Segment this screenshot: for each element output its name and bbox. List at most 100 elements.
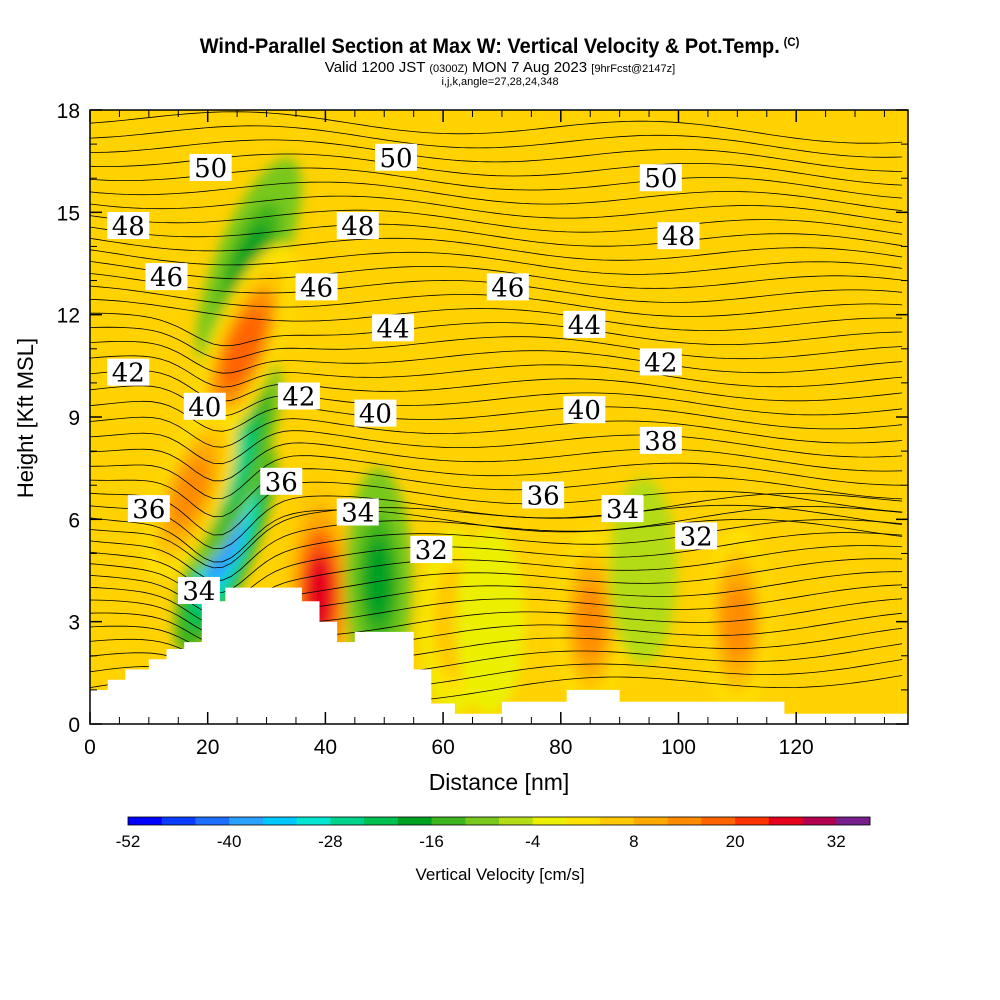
isentrope-line bbox=[90, 261, 903, 289]
x-tick-label: 0 bbox=[84, 736, 96, 759]
isentrope-line bbox=[90, 400, 903, 432]
contour-label: 36 bbox=[260, 467, 303, 498]
isentrope-line bbox=[90, 341, 903, 374]
contour-label: 48 bbox=[336, 211, 379, 242]
isentrope-line bbox=[90, 468, 903, 518]
contour-label: 36 bbox=[127, 495, 170, 525]
contour-label-text: 34 bbox=[606, 495, 639, 525]
colorbar-swatch bbox=[296, 817, 331, 825]
colorbar: -52 -40 -28 -16 -4 8 20 32 bbox=[116, 816, 871, 851]
contour-label: 46 bbox=[145, 263, 188, 293]
contour-label-box bbox=[639, 426, 682, 454]
contour-label-text: 34 bbox=[182, 577, 215, 607]
colorbar-swatch bbox=[768, 817, 804, 825]
isentrope-line bbox=[90, 355, 903, 388]
contour-label: 50 bbox=[639, 164, 682, 194]
contour-label: 50 bbox=[189, 153, 232, 184]
x-tick-label: 40 bbox=[314, 736, 337, 759]
colorbar-swatch bbox=[195, 817, 230, 825]
isentrope-line bbox=[90, 481, 903, 536]
contour-label-box bbox=[657, 222, 700, 250]
contour-label-box bbox=[295, 273, 338, 301]
velocity-cell bbox=[363, 538, 393, 623]
contour-label: 34 bbox=[336, 498, 379, 529]
contour-label-text: 42 bbox=[282, 383, 315, 413]
contour-label: 44 bbox=[563, 310, 606, 341]
isentrope-line bbox=[90, 223, 903, 247]
contour-label-box bbox=[486, 273, 529, 301]
contour-label-text: 48 bbox=[662, 222, 695, 252]
y-tick-label: 18 bbox=[57, 100, 80, 123]
isentrope-line bbox=[90, 237, 903, 261]
colorbar-tick-label: -16 bbox=[419, 832, 444, 851]
contour-label-text: 32 bbox=[415, 536, 448, 566]
contour-label: 42 bbox=[639, 348, 682, 378]
colorbar-swatch bbox=[735, 817, 770, 825]
colorbar-swatch bbox=[802, 817, 837, 825]
contour-label-box bbox=[177, 576, 220, 604]
colorbar-swatch bbox=[600, 817, 635, 825]
colorbar-swatch bbox=[431, 817, 466, 825]
colorbar-tick-label: 32 bbox=[827, 832, 846, 851]
colorbar-swatch bbox=[262, 817, 298, 825]
contour-label-box bbox=[336, 211, 379, 239]
x-tick-label: 60 bbox=[431, 736, 454, 759]
colorbar-swatch bbox=[566, 817, 601, 825]
colorbar-swatch bbox=[836, 817, 871, 825]
contour-label-text: 32 bbox=[680, 522, 713, 552]
colorbar-swatch bbox=[161, 817, 196, 825]
y-tick-label: 0 bbox=[68, 714, 80, 737]
contour-label: 34 bbox=[601, 495, 644, 525]
terrain bbox=[90, 587, 908, 725]
contour-label-text: 48 bbox=[341, 212, 374, 242]
forecast-info: [9hrFcst@2147z] bbox=[591, 63, 676, 75]
contour-label-text: 36 bbox=[527, 481, 560, 511]
isentrope-line bbox=[90, 298, 903, 332]
contour-label-box bbox=[277, 382, 320, 410]
contour-label: 32 bbox=[675, 522, 718, 552]
title-block: Wind-Parallel Section at Max W: Vertical… bbox=[0, 36, 1000, 88]
copyright-mark: (C) bbox=[783, 35, 800, 49]
contour-label-box bbox=[372, 314, 415, 342]
colorbar-swatch bbox=[364, 817, 399, 825]
contour-label-text: 44 bbox=[568, 311, 601, 341]
colorbar-swatch bbox=[330, 817, 365, 825]
contour-label: 34 bbox=[177, 576, 220, 607]
contour-label-box bbox=[127, 495, 170, 523]
contour-label-box bbox=[107, 358, 150, 386]
contour-label: 46 bbox=[295, 273, 338, 303]
contour-label-box bbox=[675, 522, 718, 550]
isentrope-line bbox=[90, 506, 903, 581]
contour-label-text: 34 bbox=[341, 499, 374, 529]
colorbar-tick-label: 20 bbox=[726, 832, 745, 851]
contour-label: 48 bbox=[657, 222, 700, 252]
contour-label-box bbox=[183, 392, 226, 420]
colorbar-label: Vertical Velocity [cm/s] bbox=[415, 865, 585, 884]
isentrope-line bbox=[90, 442, 903, 482]
isentrope-line bbox=[90, 430, 903, 465]
velocity-cell bbox=[222, 309, 264, 388]
contour-label: 48 bbox=[107, 211, 150, 242]
colorbar-swatch bbox=[532, 817, 567, 825]
contour-label-text: 46 bbox=[491, 273, 524, 303]
contour-label-text: 42 bbox=[112, 359, 145, 389]
contour-label-box bbox=[354, 399, 397, 427]
y-tick-label: 3 bbox=[68, 612, 80, 635]
contour-label: 40 bbox=[183, 392, 226, 423]
axis-labels: Distance [nm] Height [Kft MSL] bbox=[13, 338, 569, 795]
contour-label: 40 bbox=[354, 399, 397, 430]
isentrope-line bbox=[90, 509, 903, 563]
y-tick-label: 12 bbox=[57, 305, 80, 328]
contour-label-box bbox=[410, 536, 453, 564]
x-tick-label: 120 bbox=[779, 736, 814, 759]
x-tick-label: 80 bbox=[549, 736, 572, 759]
contour-label-box bbox=[375, 143, 418, 171]
contour-label-box bbox=[522, 481, 565, 509]
contour-label-box bbox=[145, 263, 188, 291]
y-tick-label: 9 bbox=[68, 407, 80, 430]
isentrope-line bbox=[90, 209, 903, 235]
colorbar-tick-label: -52 bbox=[116, 832, 141, 851]
contour-label-text: 48 bbox=[112, 212, 145, 242]
